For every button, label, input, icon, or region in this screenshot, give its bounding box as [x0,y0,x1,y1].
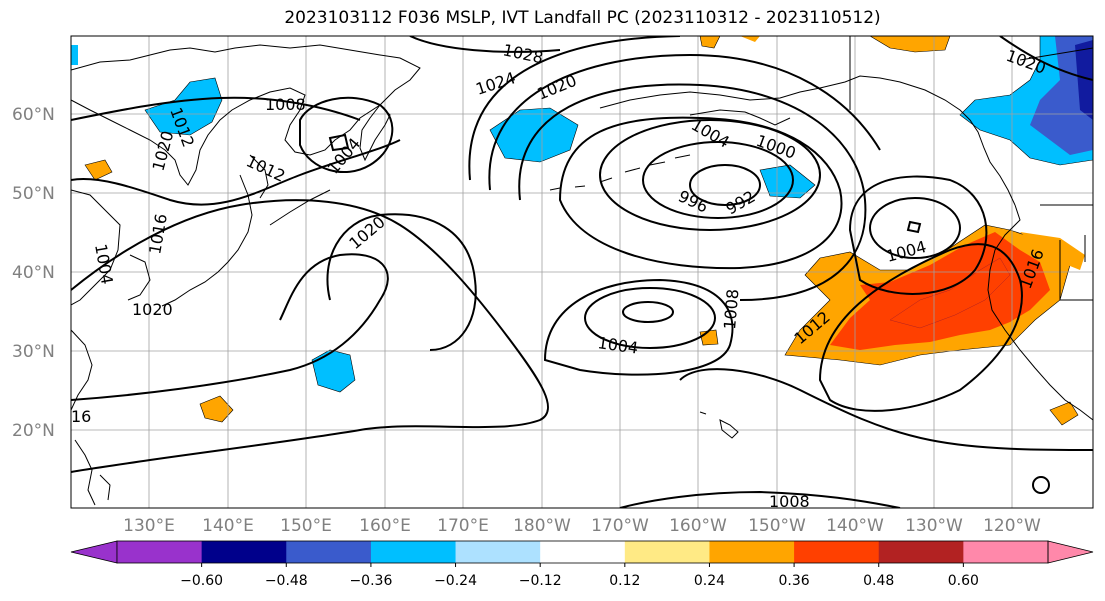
coastlines [71,36,1093,506]
ivt-positive-region [740,36,760,42]
lon-label: 130°E [123,516,175,536]
lon-label: 180°W [513,516,571,536]
lat-label: 20°N [12,421,55,441]
lon-label: 150°W [748,516,806,536]
contour-label: 16 [71,407,91,426]
ivt-positive-region [84,159,113,181]
colorbar-cell [878,541,964,563]
colorbar-cell [794,541,880,563]
colorbar-cell [624,541,710,563]
lon-label: 170°E [437,516,489,536]
contour-label: 1020 [132,300,173,319]
colorbar-tick-label: 0.48 [863,573,894,589]
contour-label: 1008 [720,288,742,330]
colorbar-cell [709,541,795,563]
ivt-positive-region [869,36,951,53]
colorbar: −0.60 −0.48 −0.36 −0.24 −0.12 0.12 0.24 0.36 0.4… [70,540,1094,589]
lat-label: 40°N [12,263,55,283]
lon-label: 160°W [669,516,727,536]
colorbar-tick-label: 0.24 [694,573,725,589]
contour-label: 1008 [769,492,810,511]
colorbar-tick-label: −0.60 [180,573,223,589]
lon-label: 140°E [202,516,254,536]
colorbar-tick-label: 0.12 [609,573,640,589]
colorbar-tick-label: −0.36 [349,573,392,589]
colorbar-cell [540,541,626,563]
ivt-negative-region [144,77,223,136]
colorbar-tick-label: −0.12 [519,573,562,589]
ivt-negative-region [71,45,78,65]
ivt-positive-core [889,257,1011,329]
ivt-positive-region [699,329,719,346]
lon-label: 160°E [359,516,411,536]
ivt-negative-core [1075,40,1093,120]
colorbar-tick-label: 0.36 [779,573,810,589]
colorbar-cell [286,541,372,563]
graticule [71,36,1093,508]
ivt-negative-region [759,164,816,199]
lon-label: 130°W [905,516,963,536]
colorbar-tick-label: −0.48 [265,573,308,589]
plot-frame [70,35,1094,509]
lon-label: 150°E [280,516,332,536]
ivt-negative-region [311,349,356,393]
map-title: 2023103112 F036 MSLP, IVT Landfall PC (2… [284,8,881,28]
lon-label: 170°W [591,516,649,536]
lat-label: 30°N [12,342,55,362]
colorbar-cell [117,541,203,563]
longitude-labels: 130°E 140°E 150°E 160°E 170°E 180°W 170°… [123,516,1041,536]
colorbar-tick-label: 0.60 [948,573,979,589]
colorbar-tick-label: −0.24 [434,573,477,589]
latitude-labels: 60°N 50°N 40°N 30°N 20°N [12,105,55,441]
lat-label: 50°N [12,184,55,204]
lon-label: 120°W [983,516,1041,536]
colorbar-left-extension [70,540,118,564]
colorbar-right-extension [1047,540,1094,564]
colorbar-cell [201,541,287,563]
lat-label: 60°N [12,105,55,125]
ivt-positive-edge [1020,232,1085,270]
ivt-positive-region [699,36,721,49]
lon-label: 140°W [826,516,884,536]
contour-label: 1008 [265,95,306,114]
mslp-contours [71,36,1093,508]
colorbar-cell [370,541,457,563]
colorbar-cell [455,541,541,563]
colorbar-cell [963,541,1049,563]
ivt-positive-region [1049,401,1079,426]
colorbar-frame [116,540,1049,564]
ivt-positive-region [199,395,234,423]
